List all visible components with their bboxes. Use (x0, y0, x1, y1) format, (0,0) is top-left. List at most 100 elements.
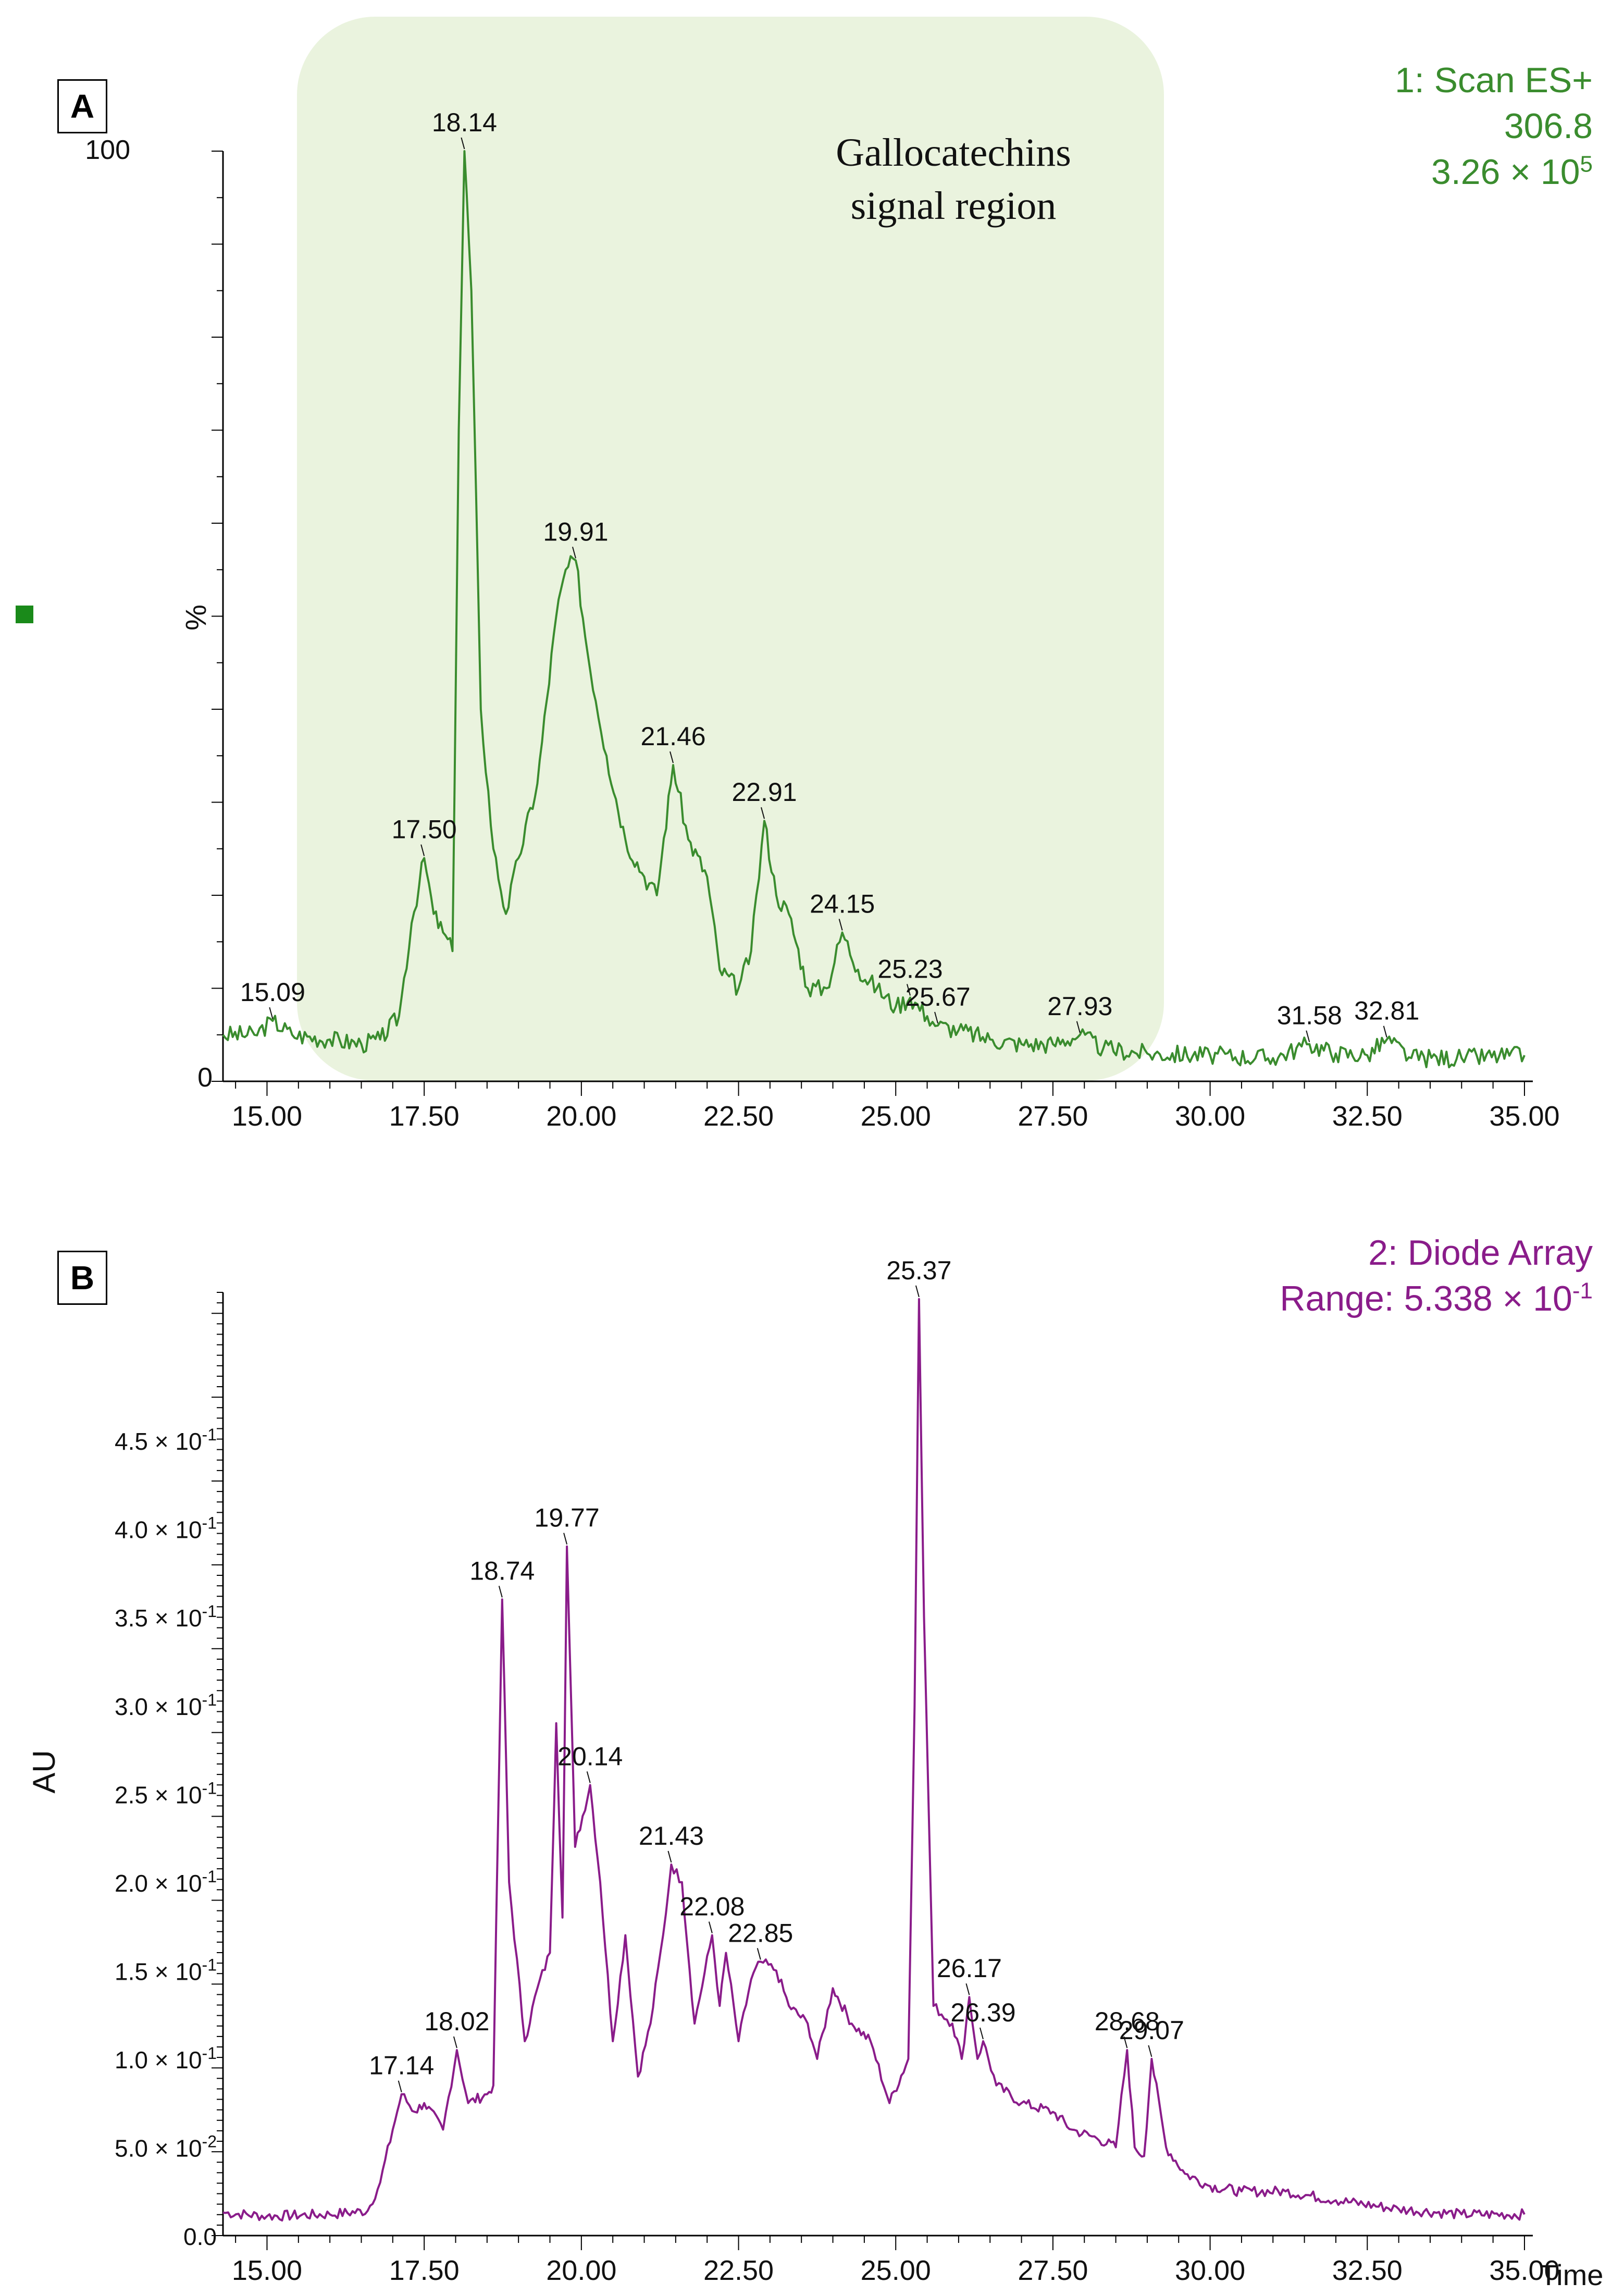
ms-trace-line (222, 150, 1526, 1069)
x-tick-label: 32.50 (1332, 2255, 1403, 2286)
peak-label: 18.14 (432, 108, 497, 137)
peak-label-leader (572, 547, 576, 559)
y-tick-label: 5.0 × 10-2 (115, 2132, 217, 2162)
trace-color-marker (16, 606, 33, 623)
y-tick-label: 4.0 × 10-1 (115, 1514, 217, 1544)
panel-b-axes: 15.00 17.50 20.00 22.50 25.00 27.50 30.00 32.50… (115, 1292, 1560, 2286)
panel-a-info: 1: Scan ES+ 306.8 3.26 × 105 (1395, 57, 1593, 195)
peak-label-leader (1123, 2036, 1128, 2049)
peak-label: 22.85 (728, 1918, 793, 1947)
x-tick-label: 22.50 (703, 1101, 774, 1132)
y-tick-label: 3.5 × 10-1 (115, 1602, 217, 1632)
y-axis-label-percent: % (179, 604, 212, 631)
peak-label: 25.37 (886, 1256, 951, 1285)
peak-label: 18.74 (469, 1556, 535, 1585)
x-tick-label: 15.00 (232, 2255, 302, 2286)
x-tick-label: 35.00 (1489, 2255, 1559, 2286)
x-tick-label: 25.00 (861, 1101, 931, 1132)
y-tick-label: 2.5 × 10-1 (115, 1779, 217, 1808)
panel-a-chart: Gallocatechins signal region 15.00 17.50 2… (85, 17, 1560, 1132)
peak-label-leader (907, 984, 911, 996)
x-tick-label: 17.50 (389, 1101, 460, 1132)
peak-label-leader (563, 1533, 568, 1545)
gallocatechins-region (297, 17, 1164, 1081)
peak-label-leader (915, 1285, 920, 1298)
peak-label-leader (1383, 1026, 1387, 1038)
peak-label-leader (838, 919, 843, 931)
peak-label-leader (761, 807, 765, 819)
peak-label: 25.67 (906, 982, 971, 1011)
uv-trace-name: 2: Diode Array (1368, 1233, 1593, 1273)
peak-label: 25.23 (877, 954, 943, 983)
panel-a-label: A (57, 79, 107, 133)
x-tick-label: 32.50 (1332, 1101, 1403, 1132)
peak-label: 17.14 (369, 2051, 434, 2080)
ms-intensity: 3.26 × 105 (1395, 149, 1593, 195)
panel-b-label: B (57, 1251, 107, 1305)
peak-label: 24.15 (810, 889, 875, 918)
x-tick-label: 22.50 (703, 2255, 774, 2286)
x-tick-label: 27.50 (1018, 1101, 1088, 1132)
peak-label-leader (1306, 1030, 1310, 1042)
x-axis-label-time: Time (1540, 2259, 1603, 2291)
region-label-line2: signal region (851, 184, 1057, 228)
peak-label-leader (934, 1011, 939, 1024)
y-tick-label: 0.0 (183, 2223, 217, 2250)
x-tick-label: 15.00 (232, 1101, 302, 1132)
y-axis-zero-label: 0 (197, 1063, 213, 1093)
peak-label-leader (398, 2080, 402, 2093)
y-tick-label: 1.5 × 10-1 (115, 1955, 217, 1985)
peak-label-leader (1076, 1021, 1081, 1033)
x-tick-label: 35.00 (1489, 1101, 1559, 1132)
peak-label-leader (965, 1983, 970, 1995)
x-tick-label: 20.00 (546, 1101, 616, 1132)
ms-mass-value: 306.8 (1504, 106, 1593, 146)
peak-label: 19.77 (535, 1503, 600, 1533)
uv-trace-line (222, 1298, 1526, 2222)
peak-label: 27.93 (1047, 992, 1112, 1021)
peak-label: 19.91 (543, 517, 608, 546)
y-tick-label: 2.0 × 10-1 (115, 1867, 217, 1897)
panel-a-axes: 15.00 17.50 20.00 22.50 25.00 27.50 30.00 32.50… (212, 151, 1560, 1132)
x-tick-label: 25.00 (861, 2255, 931, 2286)
peak-label-leader (1148, 2045, 1152, 2057)
ms-intensity-exponent: 5 (1580, 151, 1593, 177)
panel-a-peak-labels: 15.09 17.50 18.14 19.91 21.46 22.91 24.15 25.23… (240, 108, 1419, 1042)
y-axis-top-label: 100 (85, 135, 130, 165)
peak-label-leader (757, 1948, 761, 1960)
y-tick-label: 1.0 × 10-1 (115, 2044, 217, 2074)
peak-label: 17.50 (392, 815, 457, 844)
peak-label-leader (498, 1586, 503, 1598)
x-tick-label: 17.50 (389, 2255, 460, 2286)
peak-label-leader (979, 2027, 984, 2040)
ms-intensity-base: 3.26 × 10 (1431, 152, 1580, 192)
y-tick-label: 4.5 × 10-1 (115, 1425, 217, 1455)
peak-label: 28.68 (1095, 2007, 1160, 2036)
x-tick-label: 30.00 (1175, 2255, 1245, 2286)
peak-label-leader (461, 137, 465, 150)
peak-label: 26.39 (950, 1998, 1015, 2027)
panel-b-chart: 15.00 17.50 20.00 22.50 25.00 27.50 30.00 32.50… (27, 1256, 1603, 2291)
x-tick-label: 30.00 (1175, 1101, 1245, 1132)
peak-label: 29.07 (1119, 2016, 1184, 2045)
peak-label-leader (670, 751, 674, 763)
y-axis-label-au: AU (27, 1750, 61, 1793)
uv-range-base: Range: 5.338 × 10 (1280, 1279, 1572, 1318)
peak-label: 15.09 (240, 978, 305, 1007)
peak-label: 20.14 (557, 1742, 623, 1771)
x-tick-label: 27.50 (1018, 2255, 1088, 2286)
peak-label: 21.43 (639, 1821, 704, 1850)
uv-range: Range: 5.338 × 10-1 (1280, 1276, 1593, 1322)
peak-label: 22.08 (679, 1892, 745, 1921)
uv-range-exponent: -1 (1572, 1278, 1593, 1304)
panel-b-info: 2: Diode Array Range: 5.338 × 10-1 (1280, 1230, 1593, 1322)
peak-label: 18.02 (424, 2007, 489, 2036)
peak-label: 22.91 (732, 778, 797, 807)
peak-label-leader (269, 1007, 274, 1019)
x-tick-label: 20.00 (546, 2255, 616, 2286)
region-label-line1: Gallocatechins (836, 131, 1071, 175)
peak-label-leader (667, 1850, 672, 1863)
ms-trace-name: 1: Scan ES+ (1395, 60, 1593, 100)
peak-label: 31.58 (1277, 1001, 1342, 1030)
